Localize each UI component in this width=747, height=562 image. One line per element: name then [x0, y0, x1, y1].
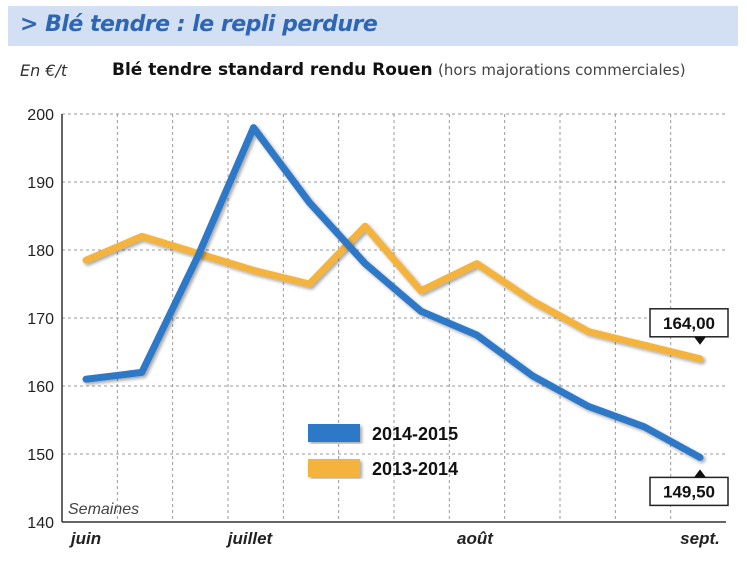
value-callout-pointer: [694, 469, 706, 478]
y-tick-label: 160: [27, 379, 54, 396]
x-tick-label: juillet: [226, 529, 274, 548]
legend-swatch: [308, 459, 360, 477]
value-callout-label: 149,50: [663, 482, 715, 501]
subtitle-note: (hors majorations commerciales): [438, 61, 686, 79]
x-axis-label: Semaines: [68, 501, 139, 518]
end-value-callouts: 149,50 164,00: [649, 308, 729, 507]
x-tick-label: août: [457, 529, 494, 548]
x-tick-label: sept.: [680, 529, 720, 548]
y-tick-label: 170: [27, 311, 54, 328]
value-callout-pointer: [694, 336, 706, 345]
value-callout-label: 164,00: [663, 314, 715, 333]
y-tick-label: 190: [27, 175, 54, 192]
series-line-2013-2014: [82, 222, 704, 363]
y-axis-unit-label: En €/t: [20, 61, 68, 80]
value-callout-box: [649, 476, 729, 507]
legend-swatch: [308, 424, 360, 442]
header-band: [8, 6, 738, 46]
value-callout-box: [649, 308, 729, 338]
y-tick-label: 180: [27, 243, 54, 260]
tick-labels: 140 150 160 170 180 190 200 juin juillet août sept…: [27, 107, 720, 548]
chart-title: > Blé tendre : le repli perdure: [20, 12, 378, 37]
y-tick-label: 200: [27, 107, 54, 124]
y-tick-label: 140: [27, 515, 54, 532]
y-tick-label: 150: [27, 447, 54, 464]
subtitle-main: Blé tendre standard rendu Rouen: [112, 60, 433, 80]
series-lines: [82, 124, 704, 461]
legend-label: 2014-2015: [372, 424, 458, 444]
legend: 2014-2015 2013-2014: [308, 424, 458, 479]
series-line-2014-2015: [82, 124, 704, 461]
chart-subtitle: Blé tendre standard rendu Rouen (hors ma…: [112, 60, 686, 80]
grid: [62, 113, 726, 522]
x-tick-label: juin: [69, 529, 101, 548]
axes: [61, 114, 726, 523]
legend-label: 2013-2014: [372, 459, 458, 479]
